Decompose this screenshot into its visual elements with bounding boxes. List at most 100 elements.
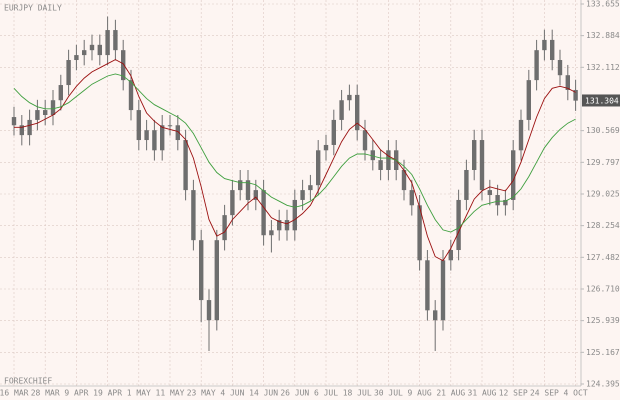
candle-body [230, 190, 235, 216]
y-tick-label: 127.482 [586, 253, 620, 262]
candle-body [362, 130, 368, 151]
candle-body [113, 30, 118, 51]
candle-body [487, 190, 492, 196]
x-tick-label: 24 SEP [530, 389, 559, 398]
plot [11, 16, 578, 351]
candle-body [144, 130, 149, 141]
candle-body [433, 310, 438, 321]
candle-body [464, 169, 469, 200]
candle-body [261, 190, 266, 236]
candle-body [66, 60, 71, 86]
candle-body [573, 89, 578, 101]
candle-body [121, 50, 126, 81]
y-tick-label: 132.884 [586, 31, 620, 40]
y-tick-label: 133.655 [586, 0, 620, 9]
candle-body [401, 169, 407, 191]
x-tick-label: 19 APR [93, 389, 122, 398]
x-tick-label: 31 AUG [468, 389, 497, 398]
candle-body [425, 260, 430, 311]
x-tick-label: 4 JUN [220, 389, 244, 398]
candle-body [316, 150, 321, 186]
candle-body [472, 140, 477, 170]
candle-body [245, 180, 251, 200]
candle-body [253, 190, 258, 200]
candle-body [214, 240, 219, 321]
candle-body [58, 85, 63, 101]
x-tick-label: 14 JUN [249, 389, 278, 398]
candle-body [105, 30, 110, 56]
candle-body [35, 110, 40, 120]
last-price-label: 131.304 [585, 96, 619, 105]
y-tick-label: 125.167 [586, 348, 620, 357]
y-tick-label: 124.395 [586, 380, 620, 389]
candle-body [550, 39, 555, 61]
candle-body [339, 100, 344, 120]
candle-body [277, 220, 282, 231]
candle-body [331, 119, 336, 145]
candle-body [565, 75, 570, 90]
candle-body [27, 119, 32, 136]
last-price-flag [582, 94, 620, 107]
x-tick-label: 9 AUG [408, 389, 432, 398]
candle-body [448, 250, 453, 261]
x-tick-label: 12 SEP [499, 389, 528, 398]
candle-body [50, 100, 56, 116]
candle-body [152, 130, 157, 151]
x-tick-label: 28 MAR [31, 389, 60, 398]
candle-body [534, 50, 539, 81]
candle-body [292, 199, 297, 231]
x-tick-label: 26 JUN [280, 389, 309, 398]
y-tick-label: 129.025 [586, 190, 620, 199]
candle-body [74, 55, 79, 61]
candle-body [511, 150, 516, 200]
grid [0, 0, 581, 386]
y-tick-label: 130.569 [586, 126, 620, 135]
candle-body [269, 230, 274, 236]
candle-body [167, 125, 173, 127]
candle-body [355, 94, 360, 131]
x-tick-label: 21 AUG [436, 389, 465, 398]
candle-body [43, 110, 48, 116]
candle-body [557, 60, 563, 76]
moving-average-line [14, 59, 576, 262]
candle-body [370, 150, 375, 161]
candle-body [19, 125, 24, 136]
candle-body [456, 199, 461, 251]
candle-body [378, 160, 383, 170]
candle-body [199, 240, 204, 301]
x-tick-label: 1 MAY [127, 389, 151, 398]
candle-body [128, 80, 134, 111]
x-tick-label: 6 JUL [314, 389, 338, 398]
x-tick-label: 4 OCT [564, 389, 588, 398]
candle-body [206, 300, 212, 321]
candle-body [440, 260, 446, 321]
candle-body [284, 220, 290, 231]
candle-body [526, 80, 531, 120]
y-tick-label: 126.710 [586, 285, 620, 294]
candle-body [479, 140, 485, 191]
candle-body [11, 117, 17, 126]
candle-body [160, 125, 165, 151]
x-tick-label: 11 MAY [156, 389, 185, 398]
candle-body [386, 150, 391, 170]
x-tick-label: 16 MAR [0, 389, 29, 398]
candle-body [542, 39, 547, 51]
candle-body [300, 190, 305, 200]
y-tick-label: 132.112 [586, 63, 620, 72]
candle-body [417, 205, 422, 261]
candle-body [409, 190, 414, 206]
y-tick-label: 125.939 [586, 316, 620, 325]
candle-body [495, 195, 500, 206]
candle-body [82, 50, 87, 56]
y-tick-label: 128.254 [586, 221, 620, 230]
candle-body [518, 119, 524, 151]
candle-body [175, 125, 180, 141]
x-tick-label: 30 JUL [374, 389, 403, 398]
candle-body [89, 44, 95, 51]
x-tick-label: 18 JUL [343, 389, 372, 398]
x-tick-label: 9 APR [64, 389, 88, 398]
x-tick-label: 23 MAY [187, 389, 216, 398]
moving-average-line [13, 73, 576, 233]
